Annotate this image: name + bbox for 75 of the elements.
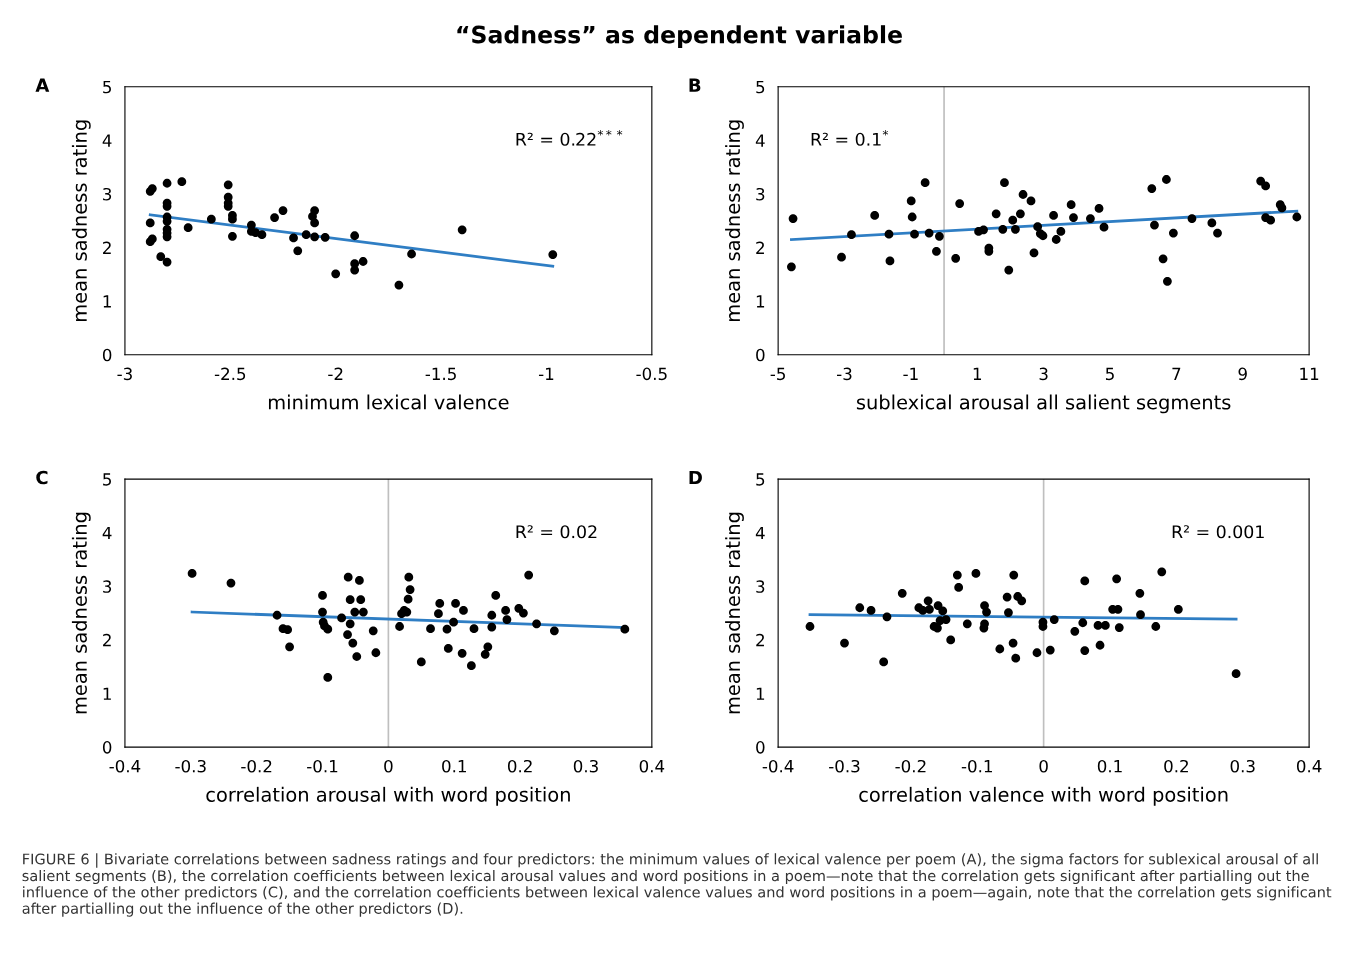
x-tick-label: 0.2	[507, 759, 532, 773]
x-tick-label: 0.3	[1230, 759, 1255, 773]
x-tick-label: -0.3	[175, 759, 206, 773]
x-tick-label: 9	[1238, 367, 1247, 381]
x-tick-label: -3	[117, 367, 132, 381]
y-axis-title: mean sadness rating	[71, 512, 91, 714]
x-tick-label: -0.3	[829, 759, 860, 773]
x-tick-label: -1.5	[425, 367, 456, 381]
y-axis-title: mean sadness rating	[725, 120, 744, 322]
x-tick-label: -0.1	[961, 759, 992, 773]
y-tick-label: 0	[102, 741, 112, 754]
annotation: R² = 0.02	[516, 525, 597, 539]
annotation: R² = 0.22$^{***}$	[516, 129, 623, 146]
x-tick-label: 0.4	[1296, 759, 1322, 773]
x-tick-label: 11	[1300, 367, 1319, 380]
y-tick-label: 2	[756, 633, 764, 647]
y-tick-label: 5	[756, 80, 765, 94]
y-tick-label: 0	[756, 741, 765, 754]
y-tick-label: 5	[103, 80, 111, 94]
annotation: R² = 0.001	[1172, 525, 1264, 539]
chart-title: C	[36, 470, 48, 485]
x-tick-label: -0.2	[241, 759, 272, 773]
y-tick-label: 3	[103, 187, 112, 201]
y-tick-label: 3	[756, 187, 765, 201]
y-tick-label: 4	[755, 134, 765, 147]
y-tick-label: 1	[756, 687, 765, 700]
x-tick-label: -0.4	[109, 759, 141, 773]
y-tick-label: 2	[103, 241, 111, 254]
y-axis-title: mean sadness rating	[725, 512, 744, 714]
y-tick-label: 4	[102, 134, 112, 147]
y-tick-label: 1	[756, 295, 765, 308]
y-tick-label: 4	[755, 526, 765, 540]
y-tick-label: 1	[103, 295, 111, 308]
y-tick-label: 5	[103, 473, 111, 486]
y-tick-label: 4	[102, 526, 112, 540]
text: “Sadness” as dependent variable	[457, 25, 902, 49]
x-tick-label: 0.2	[1164, 759, 1188, 773]
y-tick-label: 1	[103, 687, 111, 700]
y-tick-label: 3	[756, 580, 765, 593]
x-axis-title: minimum lexical valence	[268, 394, 509, 410]
annotation: R² = 0.1$^{*}$	[811, 129, 889, 146]
chart-title: A	[35, 78, 50, 92]
y-tick-label: 3	[103, 580, 112, 593]
x-tick-label: 0.4	[639, 759, 665, 773]
x-tick-label: -0.4	[762, 759, 794, 773]
x-axis-title: correlation valence with word position	[859, 786, 1228, 806]
x-axis-title: correlation arousal with word position	[206, 786, 570, 806]
x-tick-label: 5	[1105, 367, 1114, 381]
y-tick-label: 0	[102, 348, 112, 362]
x-tick-label: 7	[1172, 367, 1181, 380]
x-tick-label: 0	[384, 759, 393, 773]
y-tick-label: 2	[756, 241, 764, 254]
x-tick-label: -0.1	[307, 759, 338, 773]
x-tick-label: -0.5	[636, 367, 667, 381]
x-tick-label: -2.5	[214, 367, 246, 381]
x-axis-title: sublexical arousal all salient segments	[856, 394, 1231, 414]
y-tick-label: 2	[103, 633, 111, 647]
x-tick-label: -2	[328, 367, 343, 380]
y-axis-title: mean sadness rating	[71, 120, 91, 322]
caption: FIGURE 6 | Bivariate correlations between sadness ratings and four predictors: the minimum values of lexical valence per poem (A), the sigma factors for sublexical arousal of all salient segments (B), the correlation coefficients between lexical arousal values and word positions in a poem—note that the correlation gets significant after partialling out the influence of the other predictors (C), and the correlation coefficients between lexical valence values and word positions in a poem—again, note that the correlation gets significant after partialling out the influence of the other predictors (D).	[22, 853, 1332, 917]
x-tick-label: 0.1	[1097, 759, 1122, 773]
x-tick-label: -3	[837, 367, 852, 381]
x-tick-label: 1	[973, 367, 982, 380]
x-tick-label: -5	[770, 367, 785, 381]
x-tick-label: 0.1	[442, 759, 466, 773]
x-tick-label: 0	[1039, 759, 1048, 773]
y-tick-label: 5	[756, 473, 765, 486]
chart-title: D	[689, 470, 702, 485]
x-tick-label: 3	[1039, 367, 1048, 381]
x-tick-label: -0.2	[895, 759, 926, 773]
x-tick-label: -1	[903, 367, 918, 380]
x-tick-label: -1	[538, 367, 554, 380]
chart-title: B	[689, 78, 701, 92]
y-tick-label: 0	[756, 348, 765, 362]
x-tick-label: 0.3	[573, 759, 598, 773]
